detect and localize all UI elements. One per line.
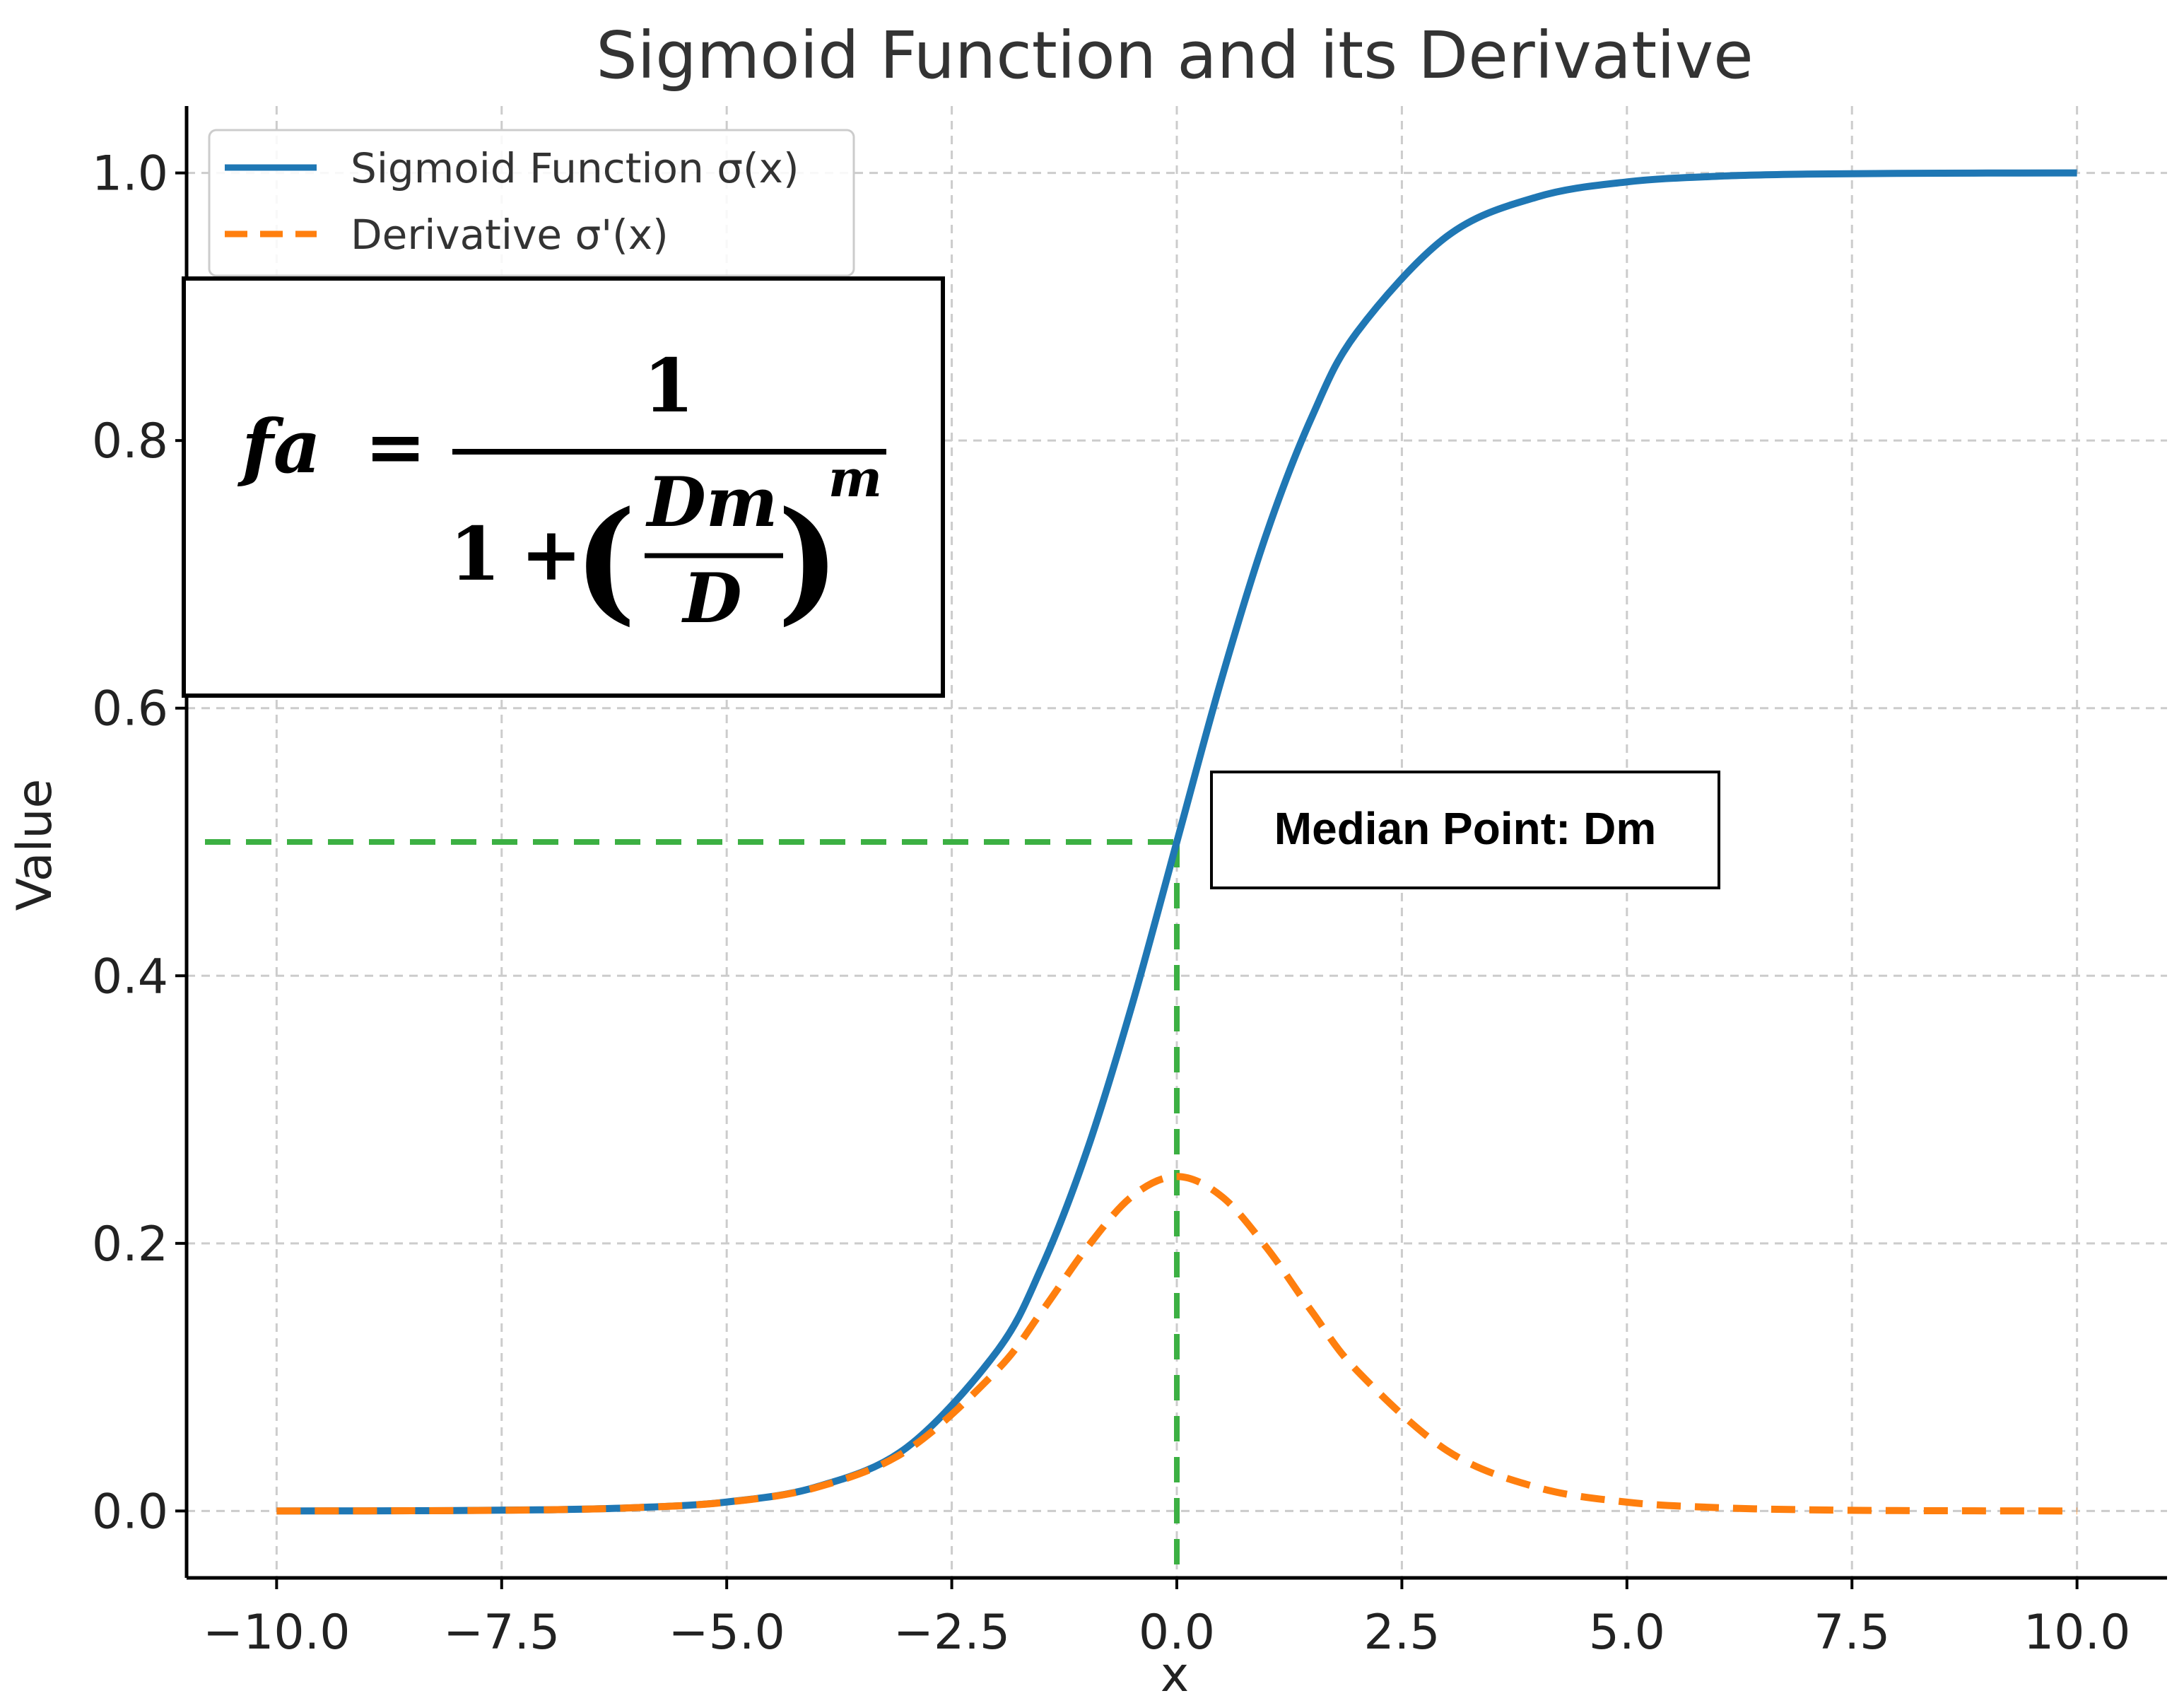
- median-label-frame: [1210, 771, 1720, 889]
- formula-inner-denominator: D: [681, 558, 741, 638]
- legend-frame: [208, 129, 855, 277]
- x-tick-label: −7.5: [443, 1605, 560, 1661]
- legend-label-derivative: Derivative σ'(x): [351, 211, 669, 259]
- chart-title: Sigmoid Function and its Derivative: [596, 18, 1754, 93]
- median-label: Median Point: Dm: [1274, 803, 1656, 854]
- formula-inner-numerator: Dm: [645, 462, 778, 542]
- formula-plus: +: [520, 510, 582, 597]
- x-tick-label: −10.0: [203, 1605, 350, 1661]
- x-tick-label: 7.5: [1814, 1605, 1890, 1661]
- y-tick-label: 1.0: [92, 146, 168, 202]
- y-tick-label: 0.8: [92, 414, 168, 469]
- x-tick-label: −2.5: [893, 1605, 1010, 1661]
- y-tick-label: 0.6: [92, 681, 168, 737]
- y-axis-label: Value: [7, 779, 63, 911]
- y-tick-label: 0.0: [92, 1484, 168, 1540]
- formula-exponent: m: [828, 448, 882, 508]
- legend: Sigmoid Function σ(x) Derivative σ'(x): [208, 129, 855, 277]
- formula-equals: =: [365, 403, 426, 490]
- x-tick-label: 2.5: [1363, 1605, 1440, 1661]
- y-tick-label: 0.2: [92, 1217, 168, 1272]
- series-lines: [276, 169, 2077, 1515]
- x-tick-label: 10.0: [2024, 1605, 2130, 1661]
- median-label-box: Median Point: Dm: [1210, 771, 1720, 889]
- formula-open-paren: (: [574, 482, 637, 638]
- formula-lhs: fa: [237, 403, 321, 490]
- formula-box: fa = 1 1 + ( Dm D ) m: [182, 276, 945, 698]
- x-tick-label: −5.0: [669, 1605, 785, 1661]
- derivative-curve: [276, 1173, 2077, 1515]
- formula-close-paren: ): [777, 482, 840, 638]
- x-axis-label: x: [1161, 1647, 1189, 1703]
- formula-frame: [182, 276, 945, 698]
- sigmoid-curve: [276, 169, 2077, 1515]
- y-tick-label: 0.4: [92, 949, 168, 1005]
- x-tick-label: 0.0: [1139, 1605, 1215, 1661]
- median-guides: [205, 839, 1180, 1578]
- formula-denominator-one: 1: [450, 510, 500, 597]
- formula-numerator: 1: [643, 342, 694, 429]
- legend-label-sigmoid: Sigmoid Function σ(x): [351, 144, 799, 192]
- tick-labels: −10.0 −7.5 −5.0 −2.5 0.0 2.5 5.0 7.5 10.0 0.0 0.2 0…: [92, 146, 2130, 1661]
- x-tick-label: 5.0: [1589, 1605, 1665, 1661]
